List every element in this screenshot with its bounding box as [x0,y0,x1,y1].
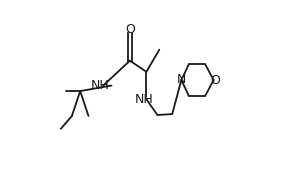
Text: O: O [125,23,135,36]
Text: O: O [210,74,220,86]
Text: NH: NH [91,79,110,92]
Text: NH: NH [135,93,153,106]
Text: N: N [177,73,186,86]
